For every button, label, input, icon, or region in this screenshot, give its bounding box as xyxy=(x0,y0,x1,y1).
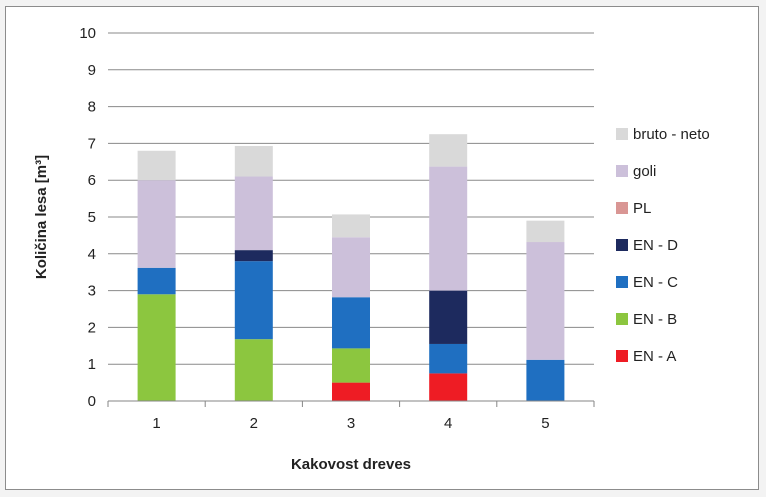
bar-segment xyxy=(234,250,273,262)
legend-swatch xyxy=(616,128,628,140)
y-tick-label: 1 xyxy=(88,356,96,373)
bar-segment xyxy=(137,294,176,401)
x-tick-label: 1 xyxy=(152,415,160,432)
bar-segment xyxy=(137,267,176,295)
y-tick-label: 9 xyxy=(88,62,96,79)
bar-segment xyxy=(429,166,468,291)
y-tick-label: 6 xyxy=(88,172,96,189)
x-axis-title: Kakovost dreves xyxy=(291,456,411,473)
y-tick-label: 2 xyxy=(88,319,96,336)
legend-label: EN - C xyxy=(633,274,678,291)
bar-segment xyxy=(234,145,273,177)
x-axis-ticks: 1 2 3 4 5 xyxy=(107,401,595,432)
y-tick-label: 5 xyxy=(88,209,96,226)
chart-svg: 0 1 2 3 4 5 6 7 8 9 10 1 2 3 4 5 Kakovost dreves Količ… xyxy=(33,25,710,473)
legend-label: EN - A xyxy=(633,348,676,365)
y-tick-label: 0 xyxy=(88,393,96,410)
x-tick-label: 4 xyxy=(444,415,452,432)
legend-swatch xyxy=(616,276,628,288)
y-axis-ticks: 0 1 2 3 4 5 6 7 8 9 10 xyxy=(79,25,96,410)
bar-segment xyxy=(332,214,370,238)
legend-label: PL xyxy=(633,200,651,217)
y-tick-label: 7 xyxy=(88,135,96,152)
legend-swatch xyxy=(616,239,628,251)
legend-swatch xyxy=(616,350,628,362)
bar-segment xyxy=(526,220,565,243)
bar-segment xyxy=(429,290,468,344)
legend-swatch xyxy=(616,202,628,214)
bar-segment xyxy=(526,359,565,401)
bars xyxy=(137,134,565,401)
bar-segment xyxy=(429,134,468,167)
bar-segment xyxy=(234,261,273,340)
bar-segment xyxy=(429,373,468,401)
chart-frame: 0 1 2 3 4 5 6 7 8 9 10 1 2 3 4 5 Kakovost dreves Količ… xyxy=(5,6,759,490)
y-tick-label: 10 xyxy=(79,25,96,42)
bar-segment xyxy=(137,150,176,181)
bar-segment xyxy=(332,297,370,349)
x-tick-label: 5 xyxy=(541,415,549,432)
bar-segment xyxy=(429,343,468,374)
bar-segment xyxy=(526,242,565,360)
legend-swatch xyxy=(616,313,628,325)
bar-segment xyxy=(234,176,273,251)
x-tick-label: 2 xyxy=(250,415,258,432)
bar-segment xyxy=(332,348,370,383)
y-tick-label: 4 xyxy=(88,246,96,263)
legend-label: bruto - neto xyxy=(633,126,710,143)
y-tick-label: 3 xyxy=(88,283,96,300)
legend-label: goli xyxy=(633,163,656,180)
bar-segment xyxy=(137,180,176,268)
bar-segment xyxy=(332,382,370,401)
legend-label: EN - B xyxy=(633,311,677,328)
y-axis-title: Količina lesa [m³] xyxy=(33,155,50,279)
legend-swatch xyxy=(616,165,628,177)
x-tick-label: 3 xyxy=(347,415,355,432)
legend-label: EN - D xyxy=(633,237,678,254)
y-tick-label: 8 xyxy=(88,99,96,116)
legend: bruto - neto goli PL EN - D EN - C EN - B EN -… xyxy=(616,126,710,365)
bar-segment xyxy=(332,237,370,298)
bar-segment xyxy=(234,339,273,401)
